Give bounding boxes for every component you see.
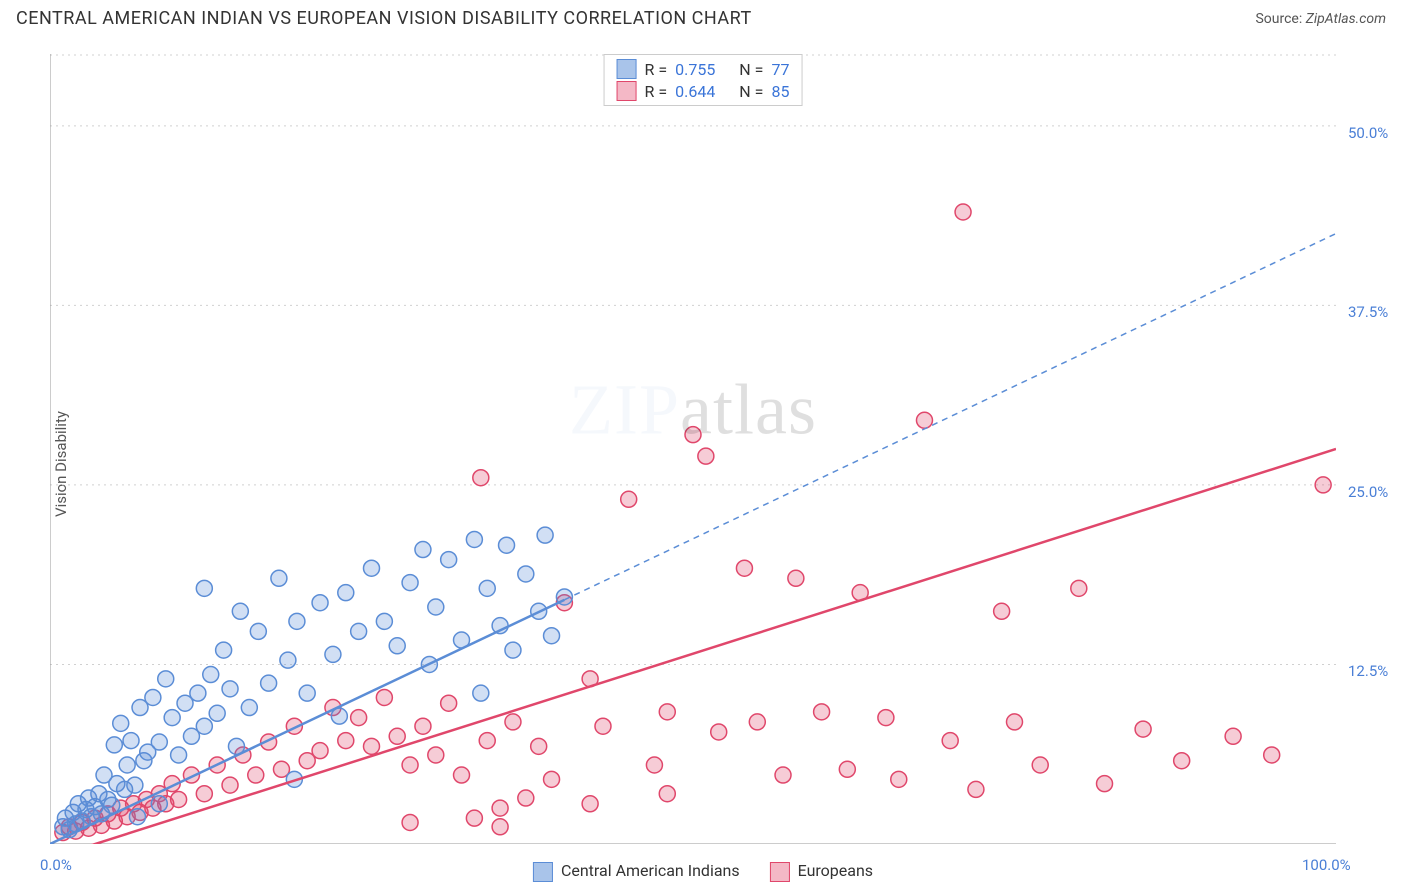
source: Source: ZipAtlas.com (1255, 11, 1386, 27)
chart-container: Vision Disability ZIPatlas R = 0.755 N =… (0, 36, 1406, 892)
legend-r-value-2: 0.644 (675, 82, 715, 101)
correlation-legend: R = 0.755 N = 77 R = 0.644 N = 85 (604, 54, 803, 106)
legend-r-label: R = (645, 82, 668, 101)
legend-swatch-2 (617, 81, 637, 101)
y-tick-label: 12.5% (1348, 662, 1388, 680)
y-tick-label: 50.0% (1348, 124, 1388, 142)
x-axis-max-label: 100.0% (1302, 856, 1351, 874)
y-tick-label: 25.0% (1348, 483, 1388, 501)
y-tick-label: 37.5% (1348, 303, 1388, 321)
legend-n-value-2: 85 (771, 82, 789, 101)
legend-r-label: R = (645, 60, 668, 79)
legend-swatch-bottom-2 (770, 862, 790, 882)
legend-item-2: Europeans (770, 861, 873, 882)
legend-label-1: Central American Indians (561, 861, 740, 880)
x-axis-min-label: 0.0% (40, 856, 72, 874)
scatter-chart (50, 54, 1336, 844)
plot-area: ZIPatlas (50, 54, 1336, 844)
legend-swatch-bottom-1 (533, 862, 553, 882)
legend-label-2: Europeans (798, 861, 873, 880)
legend-n-label: N = (739, 82, 763, 101)
legend-swatch-1 (617, 59, 637, 79)
series-legend: Central American Indians Europeans (533, 861, 873, 882)
legend-item-1: Central American Indians (533, 861, 740, 882)
legend-row-series-2: R = 0.644 N = 85 (617, 81, 790, 101)
legend-n-value-1: 77 (771, 60, 789, 79)
source-label: Source: (1255, 11, 1302, 27)
legend-r-value-1: 0.755 (675, 60, 715, 79)
header: CENTRAL AMERICAN INDIAN VS EUROPEAN VISI… (0, 0, 1406, 33)
legend-row-series-1: R = 0.755 N = 77 (617, 59, 790, 79)
legend-n-label: N = (739, 60, 763, 79)
chart-title: CENTRAL AMERICAN INDIAN VS EUROPEAN VISI… (16, 8, 752, 29)
source-value: ZipAtlas.com (1306, 11, 1386, 27)
